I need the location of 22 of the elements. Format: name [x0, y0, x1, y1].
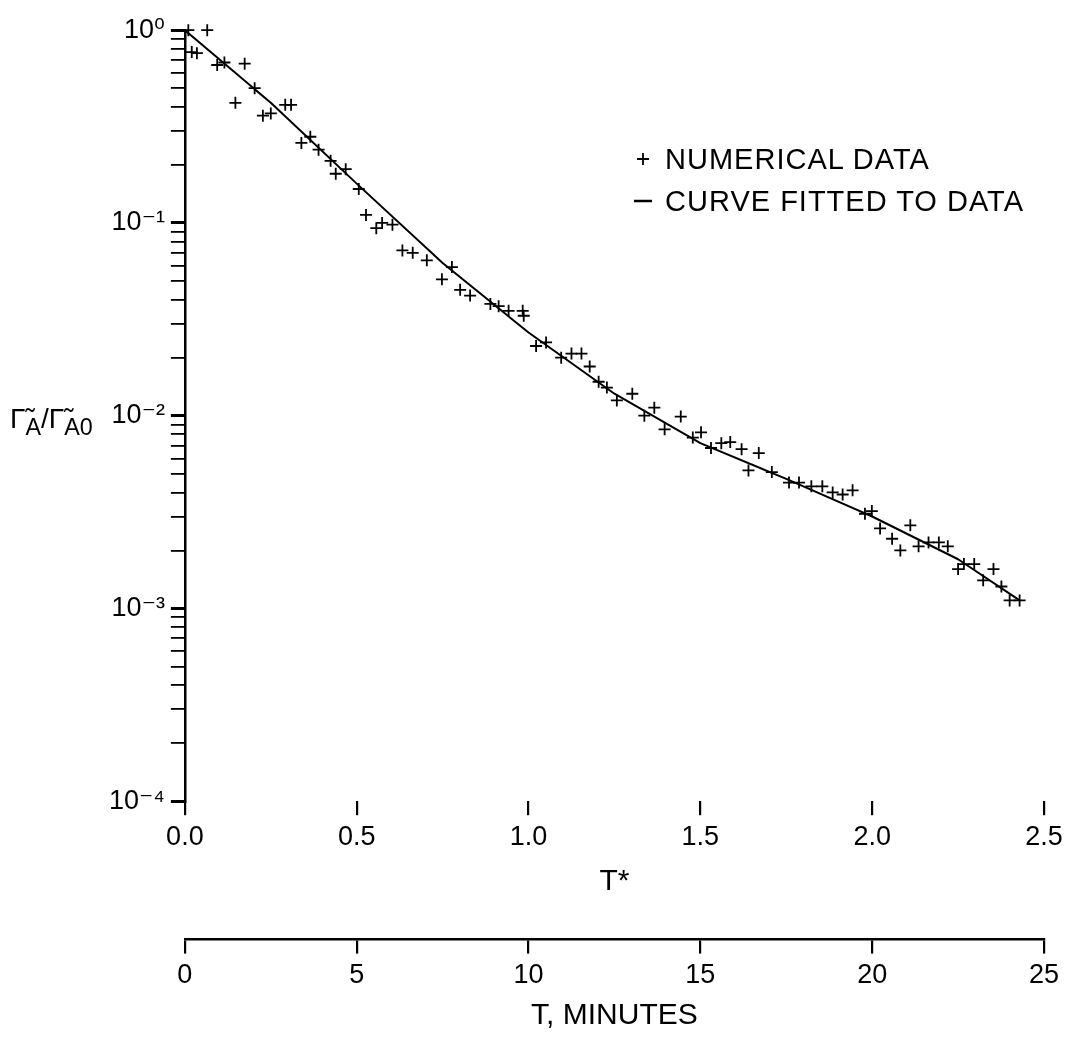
- legend-label: NUMERICAL DATA: [664, 142, 931, 177]
- x-tick-label: 1.5: [681, 820, 720, 851]
- x-tick-label: 0.0: [166, 820, 204, 851]
- y-tick-label: 10⁻³: [111, 591, 165, 622]
- x2-tick-label: 0: [177, 959, 193, 990]
- x2-tick-label: 10: [513, 959, 544, 990]
- y-tick-label: 10⁻²: [111, 399, 165, 430]
- x-tick-label: 2.0: [853, 820, 891, 851]
- x-axis-title: T*: [599, 862, 630, 896]
- y-tick-label: 10⁰: [124, 13, 165, 44]
- y-axis-title: Γ̃$_{A}$/Γ̃$_{A0}$: [10, 403, 93, 441]
- x2-tick-label: 15: [685, 959, 716, 990]
- legend-label: CURVE FITTED TO DATA: [664, 184, 1024, 219]
- x2-tick-label: 20: [857, 959, 888, 990]
- x-tick-label: 2.5: [1025, 820, 1063, 851]
- x-tick-label: 1.0: [509, 820, 548, 851]
- x2-axis-title: T, MINUTES: [531, 997, 698, 1031]
- x-tick-label: 0.5: [337, 820, 376, 851]
- y-tick-label: 10⁻¹: [111, 206, 165, 237]
- x2-tick-label: 5: [349, 959, 365, 990]
- y-tick-label: 10⁻⁴: [108, 784, 165, 815]
- x2-tick-label: 25: [1028, 959, 1060, 990]
